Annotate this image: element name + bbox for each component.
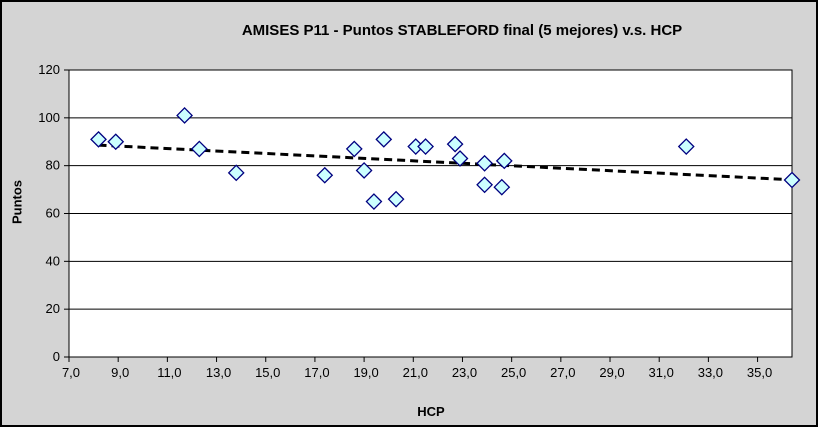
x-tick-label: 27,0	[550, 365, 575, 380]
data-point	[365, 193, 383, 210]
y-tick-label: 120	[38, 62, 60, 77]
x-tick-label: 19,0	[353, 365, 378, 380]
data-point	[451, 150, 469, 167]
data-point	[493, 178, 511, 196]
data-point	[677, 138, 695, 155]
x-tick-label: 25,0	[501, 365, 526, 380]
y-tick-label: 60	[46, 206, 60, 221]
x-tick-label: 7,0	[62, 365, 80, 380]
y-tick-label: 100	[38, 110, 60, 125]
data-point	[90, 130, 107, 148]
data-point	[495, 152, 513, 170]
chart-title: AMISES P11 - Puntos STABLEFORD final (5 …	[241, 22, 683, 39]
x-tick-label: 33,0	[698, 365, 723, 380]
x-tick-label: 17,0	[304, 365, 329, 380]
x-tick-label: 35,0	[747, 365, 772, 380]
x-tick-label: 21,0	[403, 365, 428, 380]
data-point	[446, 135, 464, 153]
x-tick-label: 9,0	[111, 365, 129, 380]
data-point	[345, 140, 363, 158]
data-point	[783, 171, 801, 189]
x-tick-label: 11,0	[157, 365, 181, 380]
data-point	[190, 140, 208, 158]
y-tick-label: 20	[46, 301, 60, 316]
y-tick-label: 0	[53, 349, 60, 364]
data-point	[476, 154, 494, 172]
data-point	[316, 166, 334, 184]
y-tick-label: 80	[46, 158, 60, 173]
data-point	[375, 130, 393, 148]
x-axis-title: HCP	[417, 404, 445, 419]
data-point	[476, 176, 494, 194]
x-tick-label: 23,0	[452, 365, 477, 380]
data-point	[355, 162, 373, 179]
trendline	[98, 143, 793, 182]
x-tick-label: 29,0	[599, 365, 624, 380]
y-axis-title: Puntos	[9, 179, 25, 225]
x-tick-label: 15,0	[255, 365, 280, 380]
data-point	[107, 133, 125, 151]
y-tick-label: 40	[46, 253, 60, 268]
data-point	[227, 164, 245, 182]
data-point	[176, 107, 194, 124]
x-tick-label: 31,0	[649, 365, 674, 380]
x-tick-label: 13,0	[206, 365, 231, 380]
data-point	[387, 190, 405, 208]
data-point	[417, 138, 435, 155]
